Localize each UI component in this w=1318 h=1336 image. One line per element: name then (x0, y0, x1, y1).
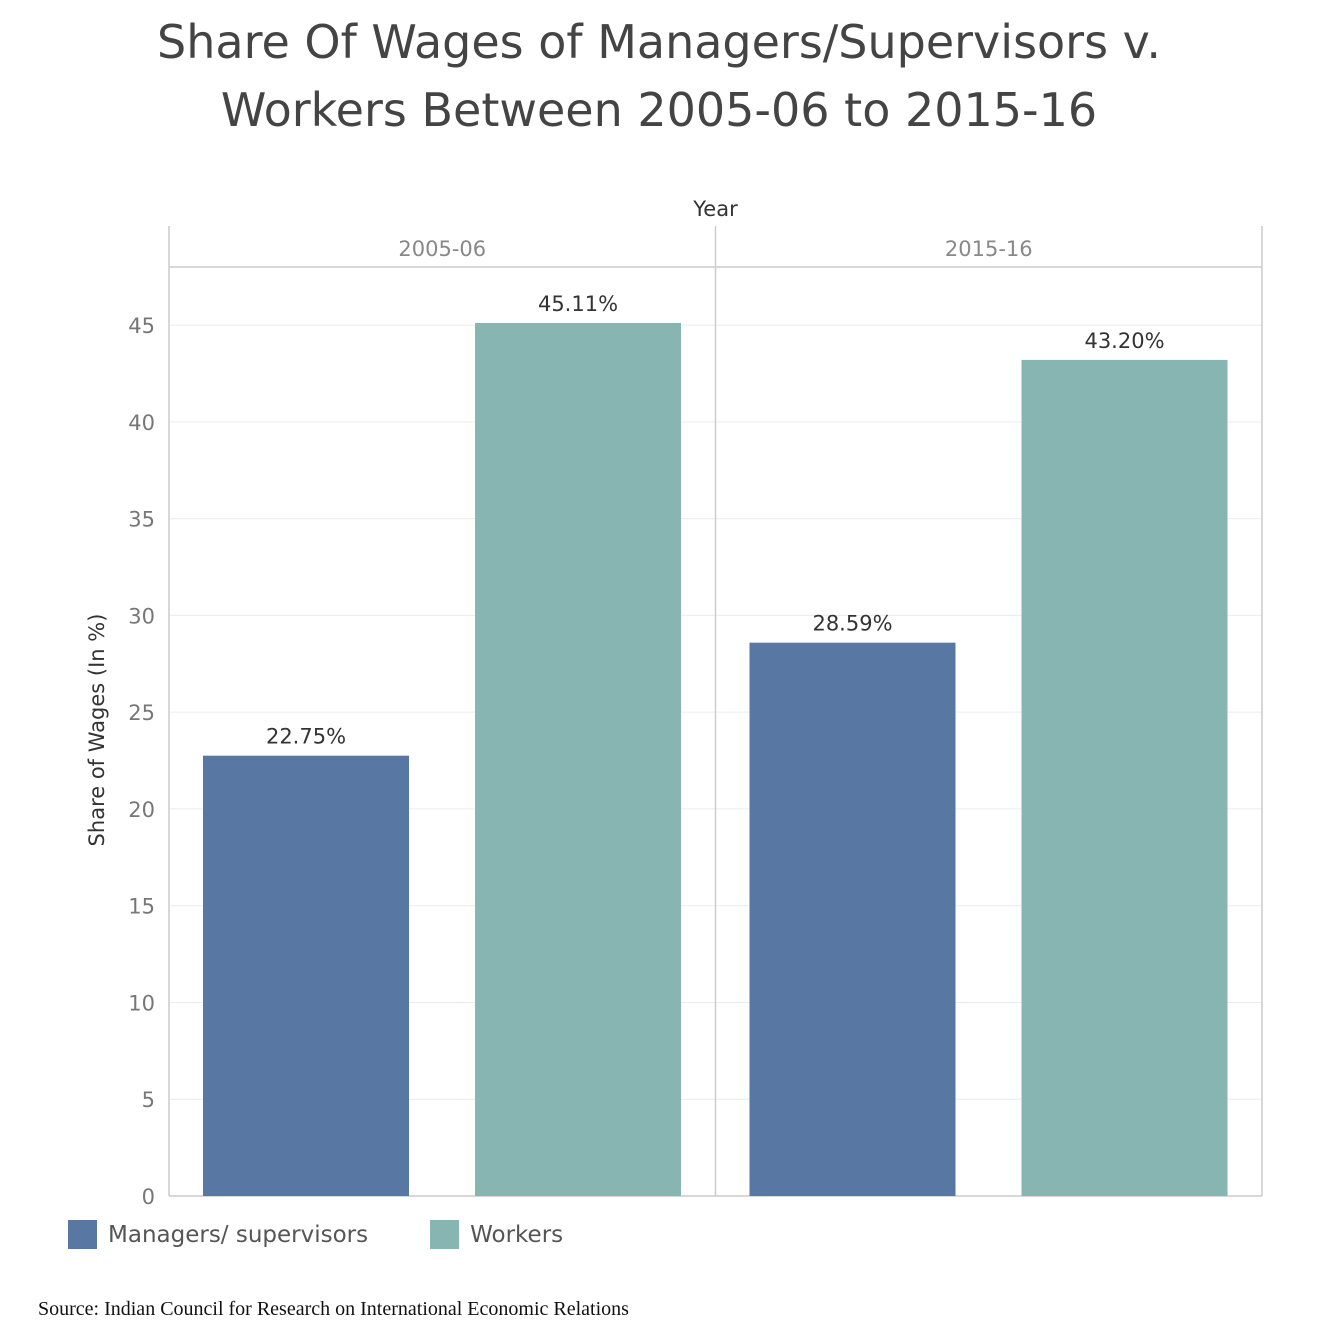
y-tick-label: 30 (128, 604, 155, 628)
chart-title-line-2: Workers Between 2005-06 to 2015-16 (220, 83, 1098, 137)
data-label: 43.20% (1084, 329, 1164, 353)
y-tick-label: 5 (142, 1088, 155, 1112)
bar-chart: Year 0 5 10 15 20 25 30 35 40 45 Share of Wages (In… (85, 197, 1263, 1209)
data-label: 28.59% (812, 612, 892, 636)
y-axis-label: Share of Wages (In %) (85, 614, 109, 847)
y-tick-label: 40 (128, 411, 155, 435)
data-label: 45.11% (538, 292, 618, 316)
legend: Managers/ supervisors Workers (68, 1220, 625, 1249)
y-tick-label: 35 (128, 508, 155, 532)
y-tick-label: 25 (128, 701, 155, 725)
bar (203, 755, 409, 1196)
y-tick-label: 0 (142, 1185, 155, 1209)
y-tick-label: 20 (128, 798, 155, 822)
chart-title: Share Of Wages of Managers/Supervisors v… (0, 8, 1318, 144)
facet-title: Year (692, 197, 738, 221)
legend-label-managers: Managers/ supervisors (108, 1221, 369, 1248)
data-label: 22.75% (266, 725, 346, 749)
y-tick-label: 45 (128, 314, 155, 338)
bar (1021, 359, 1228, 1196)
category-label: 2015-16 (945, 237, 1033, 261)
y-tick-label: 10 (128, 991, 155, 1015)
legend-label-workers: Workers (470, 1221, 564, 1248)
y-tick-label: 15 (128, 895, 155, 919)
source-note: Source: Indian Council for Research on I… (38, 1298, 629, 1320)
bar (475, 322, 681, 1196)
category-label: 2005-06 (398, 237, 486, 261)
legend-item-managers: Managers/ supervisors (68, 1220, 368, 1249)
legend-swatch-managers (68, 1220, 97, 1249)
legend-swatch-workers (430, 1220, 460, 1249)
bar (749, 642, 956, 1196)
chart-title-line-1: Share Of Wages of Managers/Supervisors v… (157, 15, 1161, 69)
legend-item-workers: Workers (430, 1220, 563, 1249)
